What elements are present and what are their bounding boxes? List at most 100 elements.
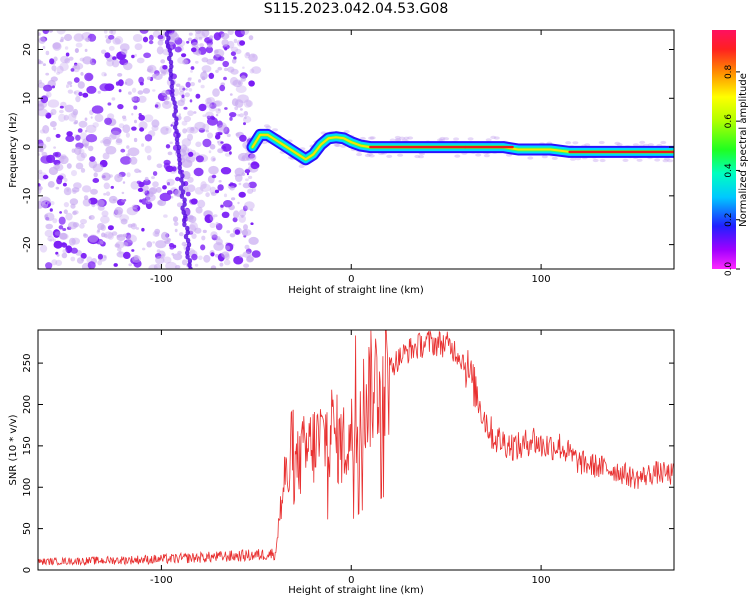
ridge-halo: [565, 141, 572, 145]
ridge-halo: [654, 158, 661, 162]
ridge-halo: [395, 138, 402, 142]
noise-blob: [146, 68, 152, 73]
ridge-halo: [467, 137, 474, 141]
noise-blob: [164, 240, 171, 245]
noise-blob: [103, 182, 111, 190]
noise-blob: [73, 33, 84, 42]
noise-blob: [177, 56, 187, 64]
colorbar-gradient: [712, 30, 736, 269]
noise-blob: [162, 185, 167, 190]
ridge-halo: [394, 135, 401, 140]
ridge-halo: [572, 141, 579, 145]
noise-blob: [75, 134, 81, 141]
noise-blob: [53, 146, 56, 149]
noise-blob: [230, 68, 239, 75]
noise-blob: [82, 56, 93, 65]
noise-blob: [205, 192, 210, 198]
noise-blob: [125, 78, 134, 86]
noise-blob: [220, 204, 224, 208]
noise-blob: [141, 143, 145, 147]
y-tick-label: 0: [22, 567, 33, 573]
noise-blob: [230, 51, 236, 56]
noise-blob: [250, 222, 254, 225]
noise-blob: [117, 73, 123, 77]
noise-blob: [101, 49, 107, 55]
noise-blob: [204, 102, 213, 108]
noise-blob: [209, 102, 217, 109]
noise-blob: [61, 242, 68, 248]
ridge-halo: [622, 158, 629, 162]
ridge-halo: [403, 136, 410, 140]
noise-blob: [168, 243, 175, 248]
noise-blob: [136, 180, 142, 184]
noise-blob: [217, 108, 221, 112]
noise-blob: [221, 251, 230, 258]
colorbar-label: Normalized spectral amplitude: [738, 73, 749, 227]
noise-blob: [198, 79, 202, 83]
noise-blob: [117, 247, 122, 252]
y-tick-label: 0: [22, 144, 33, 150]
noise-streak: [178, 185, 184, 191]
y-tick-label: 20: [22, 43, 33, 56]
noise-blob: [52, 85, 55, 89]
ridge-halo: [662, 159, 669, 163]
noise-blob: [199, 183, 211, 192]
noise-blob: [220, 167, 232, 175]
noise-blob: [53, 56, 58, 62]
spectrogram-x-ticks: -100 0 100: [150, 30, 551, 285]
noise-blob: [249, 153, 257, 161]
ridge-halo: [483, 154, 490, 158]
noise-streak: [179, 193, 185, 199]
noise-blob: [59, 105, 64, 109]
ridge-halo: [439, 136, 446, 141]
noise-streak: [177, 160, 183, 167]
noise-blob: [91, 105, 104, 114]
ridge-halo: [551, 156, 558, 160]
noise-blob: [68, 237, 76, 246]
ridge-halo: [493, 136, 500, 140]
noise-blob: [201, 30, 210, 37]
ridge-halo: [639, 140, 646, 144]
noise-blob: [56, 65, 64, 74]
noise-blob: [210, 115, 215, 120]
noise-blob: [159, 192, 172, 202]
ridge-halo: [636, 158, 643, 162]
noise-blob: [131, 96, 138, 102]
noise-blob: [183, 115, 191, 123]
noise-blob: [225, 245, 231, 251]
noise-blob: [126, 172, 131, 178]
noise-blob: [163, 214, 168, 218]
noise-blob: [152, 89, 156, 92]
noise-blob: [134, 168, 140, 174]
noise-blob: [100, 241, 104, 245]
noise-blob: [165, 261, 177, 269]
noise-blob: [62, 249, 68, 254]
noise-blob: [217, 184, 224, 191]
noise-blob: [77, 81, 85, 89]
frequency-ridge: [246, 124, 674, 168]
noise-blob: [58, 225, 64, 230]
noise-blob: [116, 234, 126, 241]
noise-blob: [147, 66, 154, 72]
noise-blob: [167, 238, 171, 241]
noise-blob: [147, 155, 152, 161]
noise-blob: [108, 45, 115, 51]
noise-blob: [103, 255, 107, 259]
noise-blob: [181, 53, 187, 58]
noise-blob: [67, 89, 74, 94]
snr-y-label: SNR (10 * v/v): [8, 414, 19, 485]
noise-blob: [80, 168, 86, 173]
spectrogram-frame: [37, 29, 675, 270]
noise-streak: [168, 59, 174, 66]
noise-blob: [232, 217, 238, 223]
noise-blob: [185, 81, 191, 88]
spectrogram-x-label: Height of straight line (km): [288, 285, 424, 296]
noise-blob: [105, 145, 117, 155]
noise-blob: [77, 128, 83, 133]
noise-blob: [80, 132, 87, 141]
noise-blob: [144, 176, 149, 182]
noise-blob: [110, 30, 116, 35]
noise-blob: [200, 244, 206, 251]
noise-blob: [64, 104, 74, 113]
noise-blob: [206, 97, 215, 104]
